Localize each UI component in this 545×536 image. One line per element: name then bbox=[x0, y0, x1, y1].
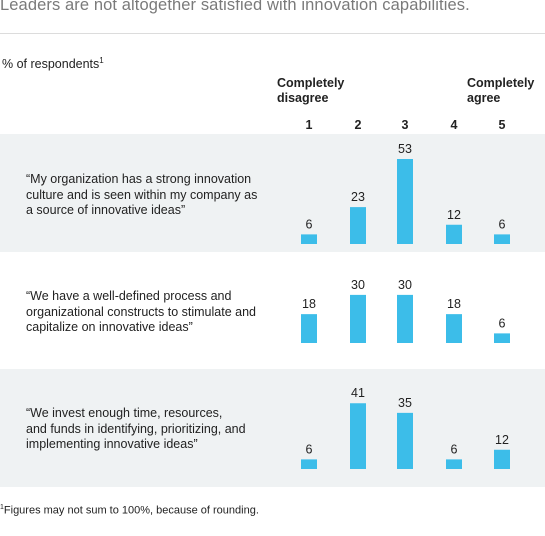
statement-1-line1: “My organization has a strong innovation bbox=[26, 172, 252, 186]
y-unit-text: % of respondents bbox=[2, 57, 100, 72]
statement-1: “My organization has a strong innovation… bbox=[26, 172, 257, 219]
title-divider bbox=[0, 33, 545, 34]
bar-s1-c4 bbox=[446, 224, 462, 244]
bar-value-label-s3-c3: 35 bbox=[398, 396, 412, 410]
bar-s2-c4 bbox=[446, 314, 462, 343]
bar-value-label-s2-c2: 30 bbox=[351, 278, 365, 292]
footnote: 1Figures may not sum to 100%, because of… bbox=[0, 504, 259, 517]
footnote-text: Figures may not sum to 100%, because of … bbox=[3, 504, 259, 517]
footnote-marker: 1 bbox=[0, 504, 4, 511]
statement-1-line3: a source of innovative ideas” bbox=[26, 203, 186, 217]
y-unit-footnote-marker: 1 bbox=[99, 56, 104, 65]
statement-3-line2: and funds in identifying, prioritizing, … bbox=[26, 421, 246, 436]
y-unit-label: % of respondents1 bbox=[2, 56, 104, 71]
bar-s2-c3 bbox=[397, 294, 413, 343]
bar-s1-c3 bbox=[397, 159, 413, 244]
scale-point-4: 4 bbox=[450, 118, 458, 132]
scale-point-2: 2 bbox=[354, 118, 362, 132]
bar-value-label-s3-c5: 12 bbox=[495, 433, 509, 447]
statement-2-line1: “We have a well-defined process and bbox=[26, 289, 232, 303]
bar-value-label-s3-c2: 41 bbox=[351, 386, 365, 400]
bar-value-label-s2-c5: 6 bbox=[499, 316, 506, 330]
bar-value-label-s1-c1: 6 bbox=[306, 217, 313, 231]
scale-point-1: 1 bbox=[305, 118, 313, 132]
band-gap-1 bbox=[0, 252, 545, 253]
scale-point-3: 3 bbox=[401, 118, 409, 132]
bar-value-label-s2-c1: 18 bbox=[302, 297, 316, 311]
bar-s3-c1 bbox=[301, 459, 317, 469]
statement-2-line3: capitalize on innovative ideas” bbox=[26, 320, 193, 334]
bar-s2-c5 bbox=[494, 333, 510, 343]
statement-3-line3: implementing innovative ideas” bbox=[26, 437, 198, 451]
scale-left-label: Completely disagree bbox=[277, 76, 344, 106]
bar-value-label-s3-c1: 6 bbox=[306, 442, 313, 456]
chart-title: Leaders are not altogether satisfied wit… bbox=[0, 0, 470, 14]
bar-value-label-s1-c3: 53 bbox=[398, 142, 412, 156]
bar-s1-c1 bbox=[301, 234, 317, 244]
bar-value-label-s3-c4: 6 bbox=[451, 442, 458, 456]
bar-s1-c2 bbox=[350, 207, 366, 244]
statement-2-line2: organizational constructs to stimulate a… bbox=[26, 304, 256, 319]
bar-value-label-s2-c3: 30 bbox=[398, 278, 412, 292]
bar-s2-c1 bbox=[301, 314, 317, 343]
bar-s3-c5 bbox=[494, 449, 510, 469]
bar-value-label-s1-c5: 6 bbox=[499, 217, 506, 231]
scale-left-label-line2: disagree bbox=[277, 91, 329, 105]
scale-right-label-line1: Completely bbox=[467, 76, 535, 90]
scale-right-label: Completely agree bbox=[467, 76, 534, 106]
statement-2: “We have a well-defined process and orga… bbox=[26, 289, 256, 336]
bar-s2-c2 bbox=[350, 294, 366, 343]
bar-value-label-s2-c4: 18 bbox=[447, 297, 461, 311]
bar-value-label-s1-c2: 23 bbox=[351, 190, 365, 204]
bar-s3-c4 bbox=[446, 459, 462, 469]
scale-left-label-line1: Completely bbox=[277, 76, 345, 90]
scale-point-5: 5 bbox=[498, 118, 506, 132]
statement-3-line1: “We invest enough time, resources, bbox=[26, 406, 223, 420]
bar-s1-c5 bbox=[494, 234, 510, 244]
bar-value-label-s1-c4: 12 bbox=[447, 208, 461, 222]
statement-1-line2: culture and is seen within my company as bbox=[26, 187, 258, 202]
scale-right-label-line2: agree bbox=[467, 91, 501, 105]
bar-s3-c2 bbox=[350, 403, 366, 469]
statement-3: “We invest enough time, resources, and f… bbox=[26, 406, 246, 453]
bar-s3-c3 bbox=[397, 412, 413, 469]
